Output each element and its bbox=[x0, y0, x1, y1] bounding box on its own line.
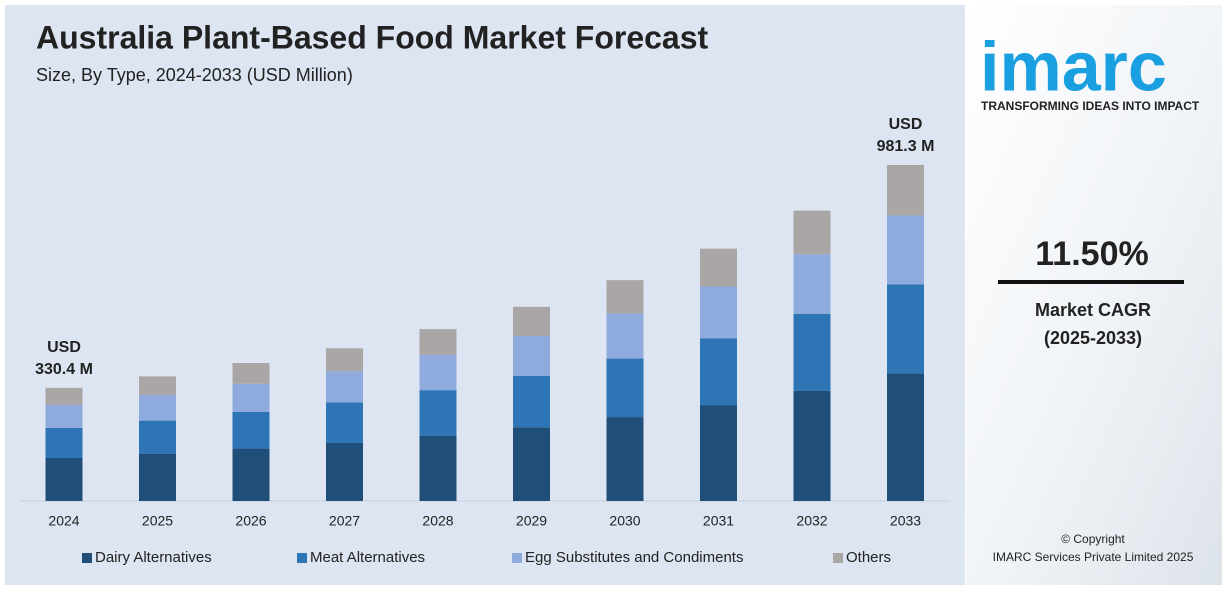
bar-segment bbox=[513, 335, 550, 376]
x-tick-label: 2025 bbox=[142, 513, 173, 529]
bar-segment bbox=[139, 420, 176, 454]
bar-segment bbox=[700, 405, 737, 501]
bar-segment bbox=[139, 376, 176, 396]
total-label: 330.4 M bbox=[35, 361, 93, 378]
legend-swatch bbox=[297, 553, 307, 563]
x-tick-label: 2032 bbox=[796, 513, 827, 529]
total-label: USD bbox=[889, 116, 923, 133]
bar-segment bbox=[793, 254, 831, 314]
x-tick-label: 2033 bbox=[890, 513, 921, 529]
x-tick-label: 2027 bbox=[329, 513, 360, 529]
bar-segment bbox=[419, 354, 457, 391]
copyright: © Copyright bbox=[1061, 532, 1125, 546]
legend-label: Dairy Alternatives bbox=[95, 549, 212, 566]
bar-segment bbox=[419, 390, 457, 436]
bar-segment bbox=[606, 280, 644, 314]
side-panel bbox=[966, 5, 1222, 585]
bar-segment bbox=[606, 358, 644, 418]
bar-segment bbox=[793, 390, 831, 501]
bar-segment bbox=[887, 165, 924, 216]
bar-segment bbox=[45, 387, 83, 405]
cagr-period: (2025-2033) bbox=[1044, 328, 1142, 348]
x-tick-label: 2029 bbox=[516, 513, 547, 529]
total-label: USD bbox=[47, 339, 81, 356]
bar-segment bbox=[232, 448, 270, 501]
bar-segment bbox=[887, 373, 924, 501]
bar-segment bbox=[700, 286, 737, 339]
cagr-label: Market CAGR bbox=[1035, 300, 1151, 320]
bar-segment bbox=[232, 363, 270, 384]
bar-segment bbox=[513, 306, 550, 336]
bar-segment bbox=[513, 427, 550, 501]
bar-segment bbox=[513, 375, 550, 428]
tagline: TRANSFORMING IDEAS INTO IMPACT bbox=[981, 99, 1200, 113]
chart-subtitle: Size, By Type, 2024-2033 (USD Million) bbox=[36, 65, 353, 85]
bar-segment bbox=[139, 395, 176, 421]
x-tick-label: 2028 bbox=[422, 513, 453, 529]
bar-segment bbox=[700, 248, 737, 287]
bar-segment bbox=[606, 417, 644, 501]
bar-segment bbox=[45, 427, 83, 458]
bar-segment bbox=[419, 329, 457, 355]
bar-segment bbox=[326, 442, 363, 501]
bar-segment bbox=[139, 453, 176, 501]
company: IMARC Services Private Limited 2025 bbox=[993, 550, 1194, 564]
legend-swatch bbox=[512, 553, 522, 563]
bar-segment bbox=[45, 404, 83, 428]
bar-segment bbox=[326, 371, 363, 403]
bar-segment bbox=[793, 210, 831, 255]
bar-segment bbox=[326, 348, 363, 372]
cagr-value: 11.50% bbox=[1035, 235, 1148, 273]
legend-label: Egg Substitutes and Condiments bbox=[525, 549, 743, 566]
bar-segment bbox=[606, 313, 644, 359]
x-tick-label: 2024 bbox=[48, 513, 79, 529]
legend-swatch bbox=[833, 553, 843, 563]
bar-segment bbox=[887, 284, 924, 374]
bar-segment bbox=[232, 412, 270, 449]
bar-segment bbox=[45, 457, 83, 501]
legend-swatch bbox=[82, 553, 92, 563]
bar-segment bbox=[887, 215, 924, 285]
legend-label: Others bbox=[846, 549, 891, 566]
legend-label: Meat Alternatives bbox=[310, 549, 425, 566]
bar-segment bbox=[326, 402, 363, 443]
cagr-rule bbox=[998, 280, 1184, 284]
bar-segment bbox=[793, 313, 831, 391]
bar-segment bbox=[419, 435, 457, 501]
total-label: 981.3 M bbox=[877, 138, 935, 155]
logo: imarc bbox=[980, 27, 1167, 105]
x-tick-label: 2031 bbox=[703, 513, 734, 529]
x-tick-label: 2026 bbox=[235, 513, 266, 529]
x-tick-label: 2030 bbox=[609, 513, 640, 529]
bar-segment bbox=[700, 338, 737, 406]
chart-title: Australia Plant-Based Food Market Foreca… bbox=[36, 19, 709, 55]
bar-segment bbox=[232, 383, 270, 413]
